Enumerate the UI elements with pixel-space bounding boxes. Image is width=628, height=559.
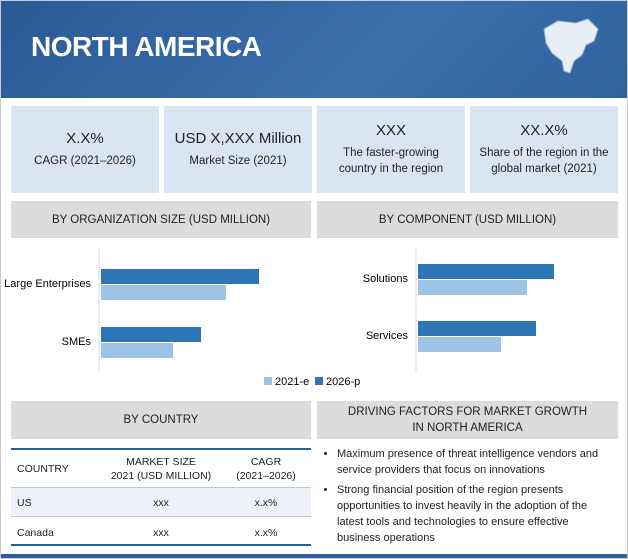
driving-factors: Maximum presence of threat intelligence … <box>323 446 615 550</box>
column-header: CAGR (2021–2026) <box>236 456 296 482</box>
table-cell: Canada <box>17 527 54 539</box>
section-title: BY COUNTRY <box>11 401 311 439</box>
legend-label: 2021-e <box>275 376 309 388</box>
footer-bar <box>1 554 627 558</box>
kpi-box: USD X,XXX Million Market Size (2021) <box>164 106 312 193</box>
kpi-value: X.X% <box>66 130 104 147</box>
column-header: MARKET SIZE 2021 (USD MILLION) <box>110 456 212 482</box>
bar <box>418 321 536 336</box>
kpi-box: XX.X% Share of the region in the global ma… <box>470 106 618 193</box>
category-label: Services <box>366 330 409 342</box>
header-banner: NORTH AMERICA <box>1 1 627 98</box>
bar <box>418 280 527 295</box>
kpi-box: XXX The faster-growing country in the regi… <box>317 106 465 193</box>
map-icon <box>543 18 599 74</box>
bar <box>101 327 201 342</box>
table-cell: x.x% <box>254 497 278 509</box>
charts: Large Enterprises SMEs Solutions Services 20… <box>4 249 554 388</box>
table-cell: xxx <box>153 497 169 509</box>
table-row <box>11 487 311 517</box>
bar <box>101 269 259 284</box>
kpi-value: XX.X% <box>520 122 568 139</box>
kpi-box: X.X% CAGR (2021–2026) <box>11 106 159 193</box>
kpi-label: country in the region <box>338 163 444 175</box>
kpi-label: CAGR (2021–2026) <box>34 155 136 167</box>
bullet-list: Maximum presence of threat intelligence … <box>323 446 615 546</box>
title: NORTH AMERICA <box>31 31 262 62</box>
category-label: Large Enterprises <box>4 278 91 290</box>
table-cell: US <box>17 497 32 509</box>
bar <box>418 337 501 352</box>
legend-label: 2026-p <box>326 376 360 388</box>
table-cell: x.x% <box>254 527 278 539</box>
bar <box>101 343 173 358</box>
legend-swatch <box>264 377 272 385</box>
kpi-label: global market (2021) <box>491 163 597 175</box>
column-header: COUNTRY <box>17 463 69 475</box>
bar <box>101 285 226 300</box>
bullet: Maximum presence of threat intelligence … <box>337 446 615 478</box>
category-label: SMEs <box>62 336 92 348</box>
kpi-label: Share of the region in the <box>479 147 609 159</box>
kpi-label: The faster-growing <box>343 147 439 159</box>
table-cell: xxx <box>153 527 169 539</box>
section-title: BY ORGANIZATION SIZE (USD MILLION) <box>11 201 311 238</box>
section-title: DRIVING FACTORS FOR MARKET GROWTH IN NOR… <box>317 401 618 439</box>
kpi-value: XXX <box>375 122 406 139</box>
country-table: COUNTRY MARKET SIZE 2021 (USD MILLION) C… <box>11 448 311 546</box>
kpi-value: USD X,XXX Million <box>174 130 302 147</box>
bullet: Strong financial position of the region … <box>337 482 615 546</box>
bar <box>418 264 554 279</box>
category-label: Solutions <box>363 273 409 285</box>
legend-swatch <box>315 377 323 385</box>
section-title: BY COMPONENT (USD MILLION) <box>317 201 618 238</box>
kpi-label: Market Size (2021) <box>189 155 287 167</box>
